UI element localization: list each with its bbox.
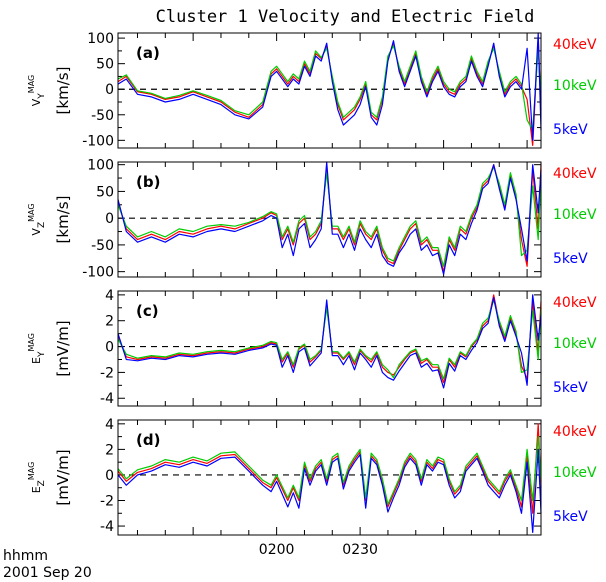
y-label-main: E (30, 486, 43, 493)
legend-label: 10keV (553, 78, 597, 94)
panel-tag: (a) (136, 44, 160, 62)
series-line-5keV (117, 448, 542, 534)
x-tick-label: 0200 (259, 542, 295, 558)
legend-label: 5keV (553, 251, 588, 267)
y-axis-label: EYMAG (27, 333, 47, 364)
legend-label: 10keV (553, 207, 597, 223)
y-label-sup: MAG (27, 203, 36, 221)
panel-b: -100 -50 0 50 100 (b) VZMAG [km/s] 40keV 10keV 5ke… (27, 158, 597, 281)
y-tick-label: 2 (105, 442, 114, 458)
series-line-10keV (117, 299, 542, 380)
y-tick-label: -50 (91, 108, 114, 124)
plot-frame (117, 32, 542, 149)
chart-title: Cluster 1 Velocity and Electric Field (156, 7, 535, 27)
legend-label: 40keV (553, 166, 597, 182)
legend-label: 40keV (553, 424, 597, 440)
y-label-sup: MAG (27, 75, 36, 93)
panel-tag: (d) (136, 431, 160, 449)
y-tick-label: 100 (87, 158, 114, 174)
y-label-sub: Z (37, 480, 47, 486)
y-label-main: V (30, 98, 43, 106)
y-tick-label: 50 (96, 57, 114, 73)
footer-date-label: 2001 Sep 20 (3, 565, 92, 581)
y-tick-label: -4 (100, 519, 114, 535)
y-label-sup: MAG (27, 333, 36, 351)
y-tick-label: 0 (105, 82, 114, 98)
y-axis-unit: [mV/m] (54, 449, 72, 505)
y-axis-label: VYMAG (27, 75, 47, 106)
y-tick-label: -100 (82, 133, 114, 149)
y-tick-label: -50 (91, 238, 114, 254)
panel-tag: (b) (136, 173, 160, 191)
y-tick-label: 0 (105, 340, 114, 356)
series-line-40keV (117, 37, 542, 146)
series-line-10keV (117, 166, 542, 267)
series-line-5keV (117, 161, 542, 275)
y-label-main: V (30, 228, 43, 236)
series-line-10keV (117, 45, 542, 131)
y-label-sub: Y (37, 351, 47, 358)
y-tick-label: -2 (100, 494, 114, 510)
plot-frame (117, 419, 542, 536)
y-axis-unit: [mV/m] (54, 320, 72, 376)
y-tick-label: 2 (105, 314, 114, 330)
y-tick-label: 0 (105, 468, 114, 484)
y-axis-label: EZMAG (27, 462, 47, 494)
series-line-5keV (117, 32, 542, 141)
y-tick-label: -4 (100, 391, 114, 407)
y-tick-label: -100 (82, 265, 114, 281)
legend-label: 10keV (553, 336, 597, 352)
footer-time-label: hhmm (3, 548, 48, 564)
panel-c: -4 -2 0 2 4 (c) EYMAG [mV/m] 40keV 10keV 5keV (27, 288, 597, 407)
panel-d: -4 -2 0 2 4 (d) EZMAG [mV/m] 40keV 10keV 5keV (27, 417, 597, 536)
series-line-40keV (117, 294, 542, 384)
y-axis-unit: [km/s] (54, 196, 72, 244)
y-label-main: E (30, 357, 43, 364)
y-label-sub: Z (37, 222, 47, 228)
panel-a: -100 -50 0 50 100 (a) VYMAG [km/s] 40keV 10keV 5ke… (27, 31, 597, 149)
y-tick-label: 4 (105, 288, 114, 304)
panel-tag: (c) (136, 302, 159, 320)
y-tick-label: 4 (105, 417, 114, 433)
series-line-10keV (117, 436, 542, 505)
y-tick-label: -2 (100, 365, 114, 381)
plot-frame (117, 161, 542, 278)
y-tick-label: 100 (87, 31, 114, 47)
legend-label: 5keV (553, 509, 588, 525)
legend-label: 5keV (553, 380, 588, 396)
series-line-5keV (117, 294, 542, 389)
legend-label: 5keV (553, 122, 588, 138)
x-tick-label: 0230 (342, 542, 378, 558)
y-label-sup: MAG (27, 462, 36, 480)
legend-label: 10keV (553, 465, 597, 481)
plot-frame (117, 290, 542, 407)
y-axis-unit: [km/s] (54, 67, 72, 115)
y-tick-label: 0 (105, 211, 114, 227)
y-axis-label: VZMAG (27, 203, 47, 235)
y-label-sub: Y (37, 93, 47, 100)
legend-label: 40keV (553, 37, 597, 53)
series-line-40keV (117, 164, 542, 273)
y-tick-label: 50 (96, 184, 114, 200)
series-line-40keV (117, 423, 542, 514)
legend-label: 40keV (553, 295, 597, 311)
